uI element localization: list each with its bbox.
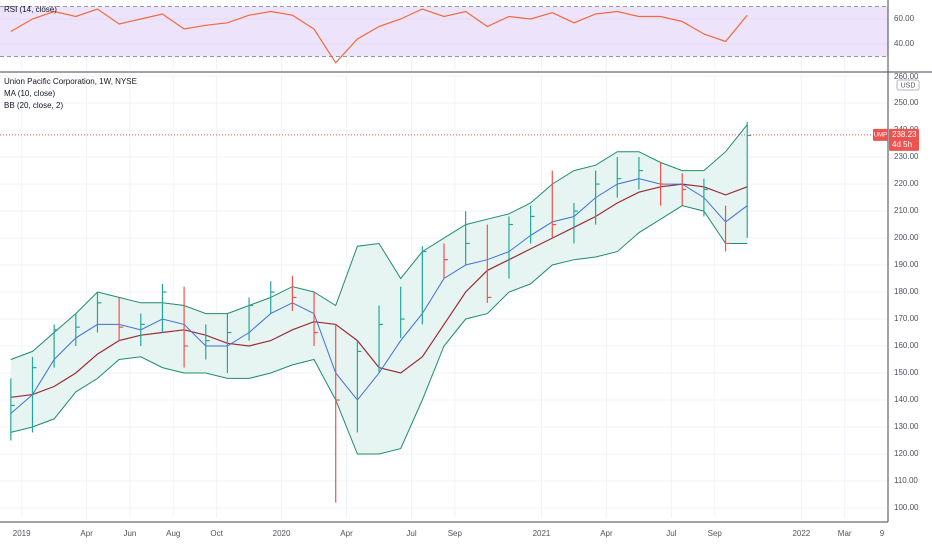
y-tick-label: 160.00 xyxy=(894,341,919,350)
y-tick-label: 220.00 xyxy=(894,179,919,188)
price-box xyxy=(889,128,919,151)
x-tick-label: Jul xyxy=(406,529,416,538)
y-tick-label: 190.00 xyxy=(894,260,919,269)
y-tick-label: 140.00 xyxy=(894,395,919,404)
x-tick-label: Apr xyxy=(340,529,353,538)
countdown: 4d 5h xyxy=(892,140,912,149)
bb-upper xyxy=(10,124,748,360)
x-tick-label: Sep xyxy=(708,529,723,538)
x-tick-label: Aug xyxy=(166,529,180,538)
y-tick-label: 40.00 xyxy=(894,39,915,48)
x-tick-label: Jun xyxy=(123,529,136,538)
y-tick-label: 230.00 xyxy=(894,152,919,161)
x-tick-label: Sep xyxy=(448,529,463,538)
y-tick-label: 130.00 xyxy=(894,422,919,431)
y-tick-label: 120.00 xyxy=(894,449,919,458)
x-tick-label: 2019 xyxy=(13,529,31,538)
bb-legend: BB (20, close, 2) xyxy=(4,101,63,110)
rsi-band xyxy=(0,6,888,57)
y-tick-label: 210.00 xyxy=(894,206,919,215)
currency-box[interactable] xyxy=(896,79,920,91)
x-tick-label: Oct xyxy=(210,529,223,538)
y-tick-label: 150.00 xyxy=(894,368,919,377)
x-tick-label: Jul xyxy=(666,529,676,538)
y-tick-label: 260.00 xyxy=(894,72,919,81)
y-tick-label: 170.00 xyxy=(894,314,919,323)
y-tick-label: 200.00 xyxy=(894,233,919,242)
x-tick-label: 2022 xyxy=(792,529,810,538)
ma-legend: MA (10, close) xyxy=(4,89,55,98)
y-tick-label: 110.00 xyxy=(894,476,918,485)
symbol: UMP xyxy=(874,132,887,138)
y-tick-label: 250.00 xyxy=(894,98,919,107)
x-tick-label: 9 xyxy=(880,529,885,538)
x-tick-label: 2021 xyxy=(533,529,551,538)
y-tick-label: 60.00 xyxy=(894,14,915,23)
x-tick-label: Mar xyxy=(838,529,852,538)
bb-fill xyxy=(10,124,748,454)
rsi-line xyxy=(10,8,748,64)
bb-lower xyxy=(10,205,748,455)
y-tick-label: 180.00 xyxy=(894,287,919,296)
rsi-title: RSI (14, close) xyxy=(4,5,57,14)
x-tick-label: Apr xyxy=(600,529,613,538)
currency: USD xyxy=(901,82,916,89)
x-tick-label: 2020 xyxy=(273,529,291,538)
symbol-box xyxy=(873,128,888,141)
chart-title: Union Pacific Corporation, 1W, NYSE xyxy=(4,77,137,86)
last-price: 238.23 xyxy=(892,130,917,139)
x-tick-label: Apr xyxy=(80,529,93,538)
y-tick-label: 100.00 xyxy=(894,503,919,512)
